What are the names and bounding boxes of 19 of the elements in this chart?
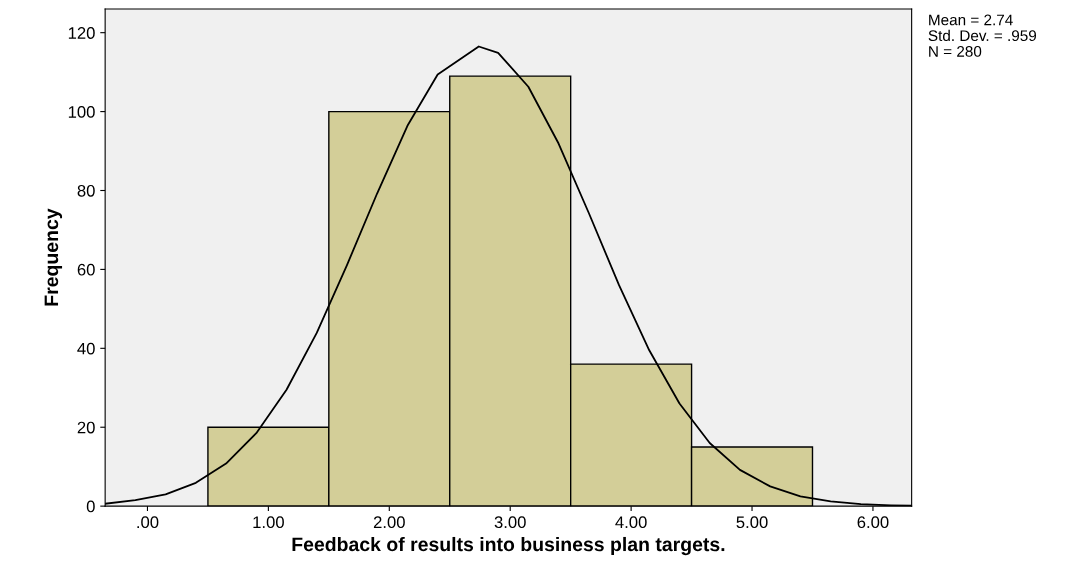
x-tick-label: 6.00 <box>857 516 889 529</box>
text: N = 280 <box>929 46 982 57</box>
x-axis-title: Feedback of results into business plan targets. <box>292 536 725 556</box>
x-tick-label: 1.00 <box>253 516 284 529</box>
x-tick-label: 5.00 <box>736 516 768 529</box>
y-tick-label: 40 <box>77 342 95 355</box>
y-tick-label: 20 <box>77 421 95 434</box>
y-tick-label: 0 <box>86 500 95 513</box>
y-tick-label: 100 <box>68 105 95 118</box>
x-tick-label: .00 <box>137 516 159 529</box>
y-tick-label: 120 <box>68 27 95 39</box>
x-tick-label: 2.00 <box>373 516 405 529</box>
text: Mean = 2.74 <box>929 14 1013 26</box>
text: Std. Dev. = .959 <box>928 29 1037 42</box>
y-tick-label: 60 <box>77 263 95 276</box>
y-axis-title: Frequency <box>44 208 63 306</box>
x-tick-label: 3.00 <box>494 516 526 529</box>
x-tick-label: 4.00 <box>615 516 647 529</box>
y-tick-label: 80 <box>77 184 95 197</box>
